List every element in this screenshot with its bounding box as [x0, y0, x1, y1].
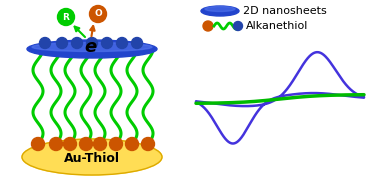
Circle shape — [117, 37, 128, 49]
Circle shape — [79, 138, 93, 150]
Ellipse shape — [201, 6, 239, 16]
Circle shape — [56, 37, 68, 49]
Circle shape — [125, 138, 138, 150]
Circle shape — [141, 138, 155, 150]
Circle shape — [63, 138, 76, 150]
Text: e: e — [84, 38, 96, 56]
Text: R: R — [63, 12, 69, 22]
Ellipse shape — [27, 40, 157, 58]
Circle shape — [72, 37, 83, 49]
Circle shape — [101, 37, 113, 49]
Circle shape — [58, 9, 75, 26]
Circle shape — [86, 37, 97, 49]
Text: 2D nanosheets: 2D nanosheets — [243, 6, 327, 16]
Ellipse shape — [32, 43, 152, 51]
Circle shape — [31, 138, 45, 150]
Circle shape — [110, 138, 123, 150]
Circle shape — [90, 5, 107, 22]
Circle shape — [234, 22, 242, 30]
Circle shape — [93, 138, 107, 150]
Circle shape — [49, 138, 62, 150]
Text: Au-Thiol: Au-Thiol — [64, 153, 120, 166]
Text: O: O — [94, 9, 102, 19]
Ellipse shape — [205, 6, 235, 12]
Circle shape — [39, 37, 51, 49]
Text: Alkanethiol: Alkanethiol — [246, 21, 308, 31]
Circle shape — [203, 21, 213, 31]
Circle shape — [131, 37, 142, 49]
Ellipse shape — [22, 139, 162, 175]
